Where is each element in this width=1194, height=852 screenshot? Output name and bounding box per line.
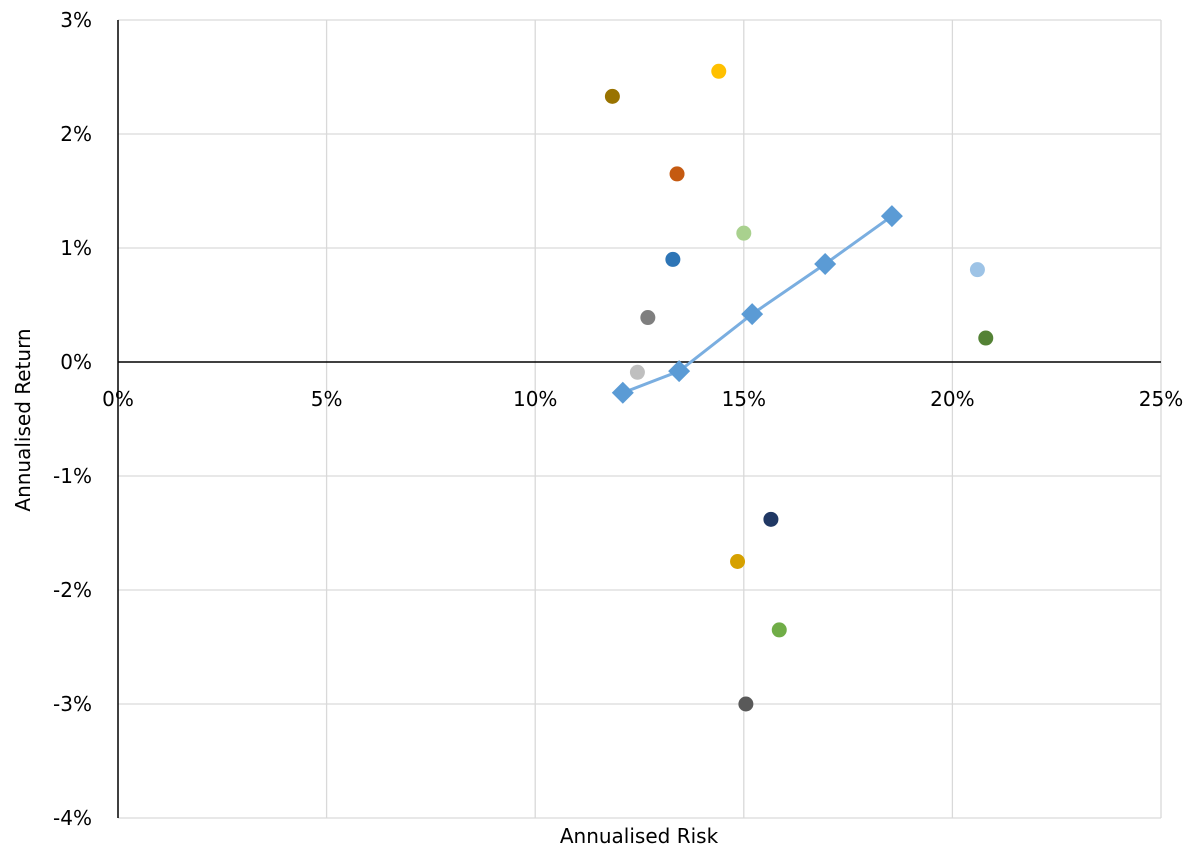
frontier-diamond <box>668 360 691 383</box>
scatter-point <box>711 63 727 79</box>
frontier-diamond <box>814 252 837 275</box>
scatter-points <box>604 63 994 712</box>
scatter-point <box>738 696 754 712</box>
y-tick-label: 3% <box>60 8 92 32</box>
frontier-diamond <box>741 303 764 326</box>
scatter-point <box>640 310 656 326</box>
scatter-point <box>978 330 994 346</box>
y-tick-label: -3% <box>53 692 92 716</box>
x-tick-label: 10% <box>513 387 557 411</box>
y-tick-label: 1% <box>60 236 92 260</box>
x-axis-title: Annualised Risk <box>560 824 719 848</box>
y-tick-label: -1% <box>53 464 92 488</box>
x-tick-label: 0% <box>102 387 134 411</box>
x-tick-label: 25% <box>1139 387 1183 411</box>
scatter-point <box>669 166 685 182</box>
scatter-point <box>736 225 752 241</box>
scatter-point <box>665 251 681 267</box>
y-tick-label: -2% <box>53 578 92 602</box>
y-axis-title: Annualised Return <box>11 328 35 511</box>
y-tick-label: 0% <box>60 350 92 374</box>
scatter-point <box>604 88 620 104</box>
y-tick-label: -4% <box>53 806 92 830</box>
scatter-point <box>629 364 645 380</box>
scatter-point <box>771 622 787 638</box>
x-tick-label: 20% <box>930 387 974 411</box>
axes <box>117 20 1161 818</box>
x-tick-label: 5% <box>311 387 343 411</box>
x-tick-label: 15% <box>722 387 766 411</box>
frontier-line <box>622 214 893 395</box>
tick-labels: 3% 2% 1% 0% -1% -2% -3% -4% 0% 5% 10% 15% 20% 25% <box>53 8 1183 830</box>
scatter-point <box>763 511 779 527</box>
scatter-point <box>730 554 746 569</box>
gridlines <box>118 19 1162 819</box>
y-tick-label: 2% <box>60 122 92 146</box>
frontier-diamond <box>880 205 903 228</box>
frontier-diamond <box>611 381 634 404</box>
scatter-point <box>969 262 985 278</box>
frontier-series <box>611 205 903 404</box>
